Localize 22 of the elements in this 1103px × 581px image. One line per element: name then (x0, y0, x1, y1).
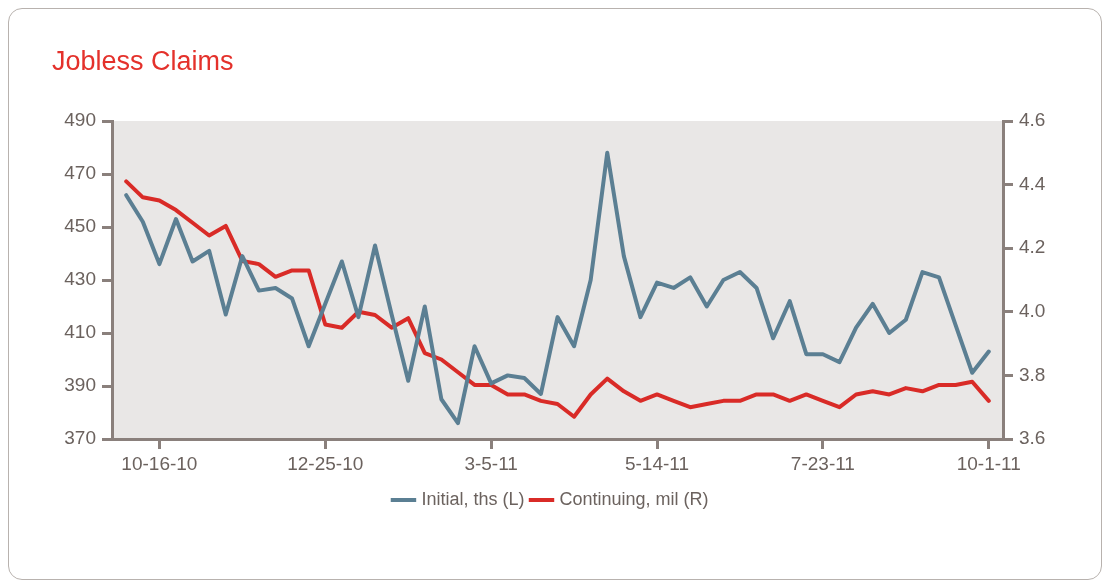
y-tick-label: 450 (64, 215, 96, 237)
y-tick-label: 470 (64, 162, 96, 184)
x-tick-label: 10-16-10 (121, 452, 198, 474)
y-tick-label: 370 (64, 427, 96, 449)
chart-title: Jobless Claims (52, 46, 234, 77)
x-tick-label: 10-1-11 (956, 452, 1021, 474)
y-tick-label: 410 (64, 321, 96, 343)
y2-tick-label: 3.8 (1019, 363, 1046, 385)
y2-tick-label: 4.6 (1019, 109, 1046, 131)
legend-label: Initial, ths (L) (421, 488, 525, 509)
y2-tick-label: 4.0 (1019, 300, 1046, 322)
y2-tick-label: 3.6 (1019, 427, 1046, 449)
x-tick-label: 5-14-11 (624, 452, 690, 474)
x-tick-label: 7-23-11 (790, 452, 855, 474)
y-tick-label: 390 (64, 374, 96, 396)
y2-tick-label: 4.4 (1019, 172, 1046, 194)
y2-tick-label: 4.2 (1019, 236, 1046, 258)
x-tick-label: 12-25-10 (287, 452, 364, 474)
legend-label: Continuing, mil (R) (559, 488, 709, 509)
x-tick-label: 3-5-11 (464, 452, 518, 474)
y-tick-label: 430 (64, 268, 96, 290)
y-tick-label: 490 (64, 109, 96, 131)
